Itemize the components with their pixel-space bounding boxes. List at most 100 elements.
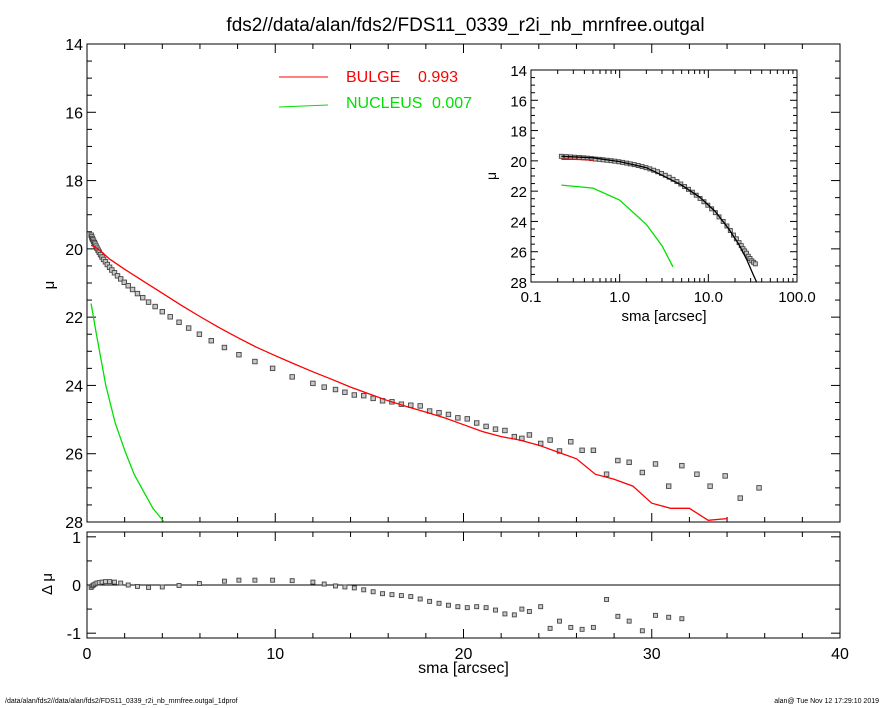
residual-point <box>146 584 152 590</box>
inset-y-tick-label: 22 <box>510 184 527 201</box>
inset-x-tick-label: 100.0 <box>778 289 816 306</box>
inset-y-tick-label: 16 <box>510 93 527 110</box>
observed-point <box>722 473 728 479</box>
inset-total-model-line <box>561 155 758 282</box>
inset-y-tick-label: 28 <box>510 275 527 292</box>
residual-y-tick-label: 0 <box>72 578 81 595</box>
observed-point <box>615 457 621 464</box>
residual-point <box>666 614 672 620</box>
inset-bulge-line <box>561 158 594 161</box>
inset-observed-point <box>752 261 758 267</box>
y-axis-label: μ <box>41 281 58 290</box>
observed-point <box>236 352 242 358</box>
bulge-line <box>90 244 728 521</box>
observed-point <box>167 314 173 320</box>
y-tick-label: 22 <box>65 310 83 327</box>
observed-point <box>208 338 214 344</box>
inset-y-tick-label: 20 <box>510 154 527 171</box>
residual-y-tick-label: -1 <box>67 626 81 643</box>
y-tick-label: 26 <box>65 447 83 464</box>
observed-point <box>455 415 461 421</box>
residual-point <box>289 578 295 584</box>
legend-value-bulge: 0.993 <box>418 69 458 86</box>
residual-point <box>526 609 532 614</box>
inset-panel: 14 16 18 20 22 24 26 280.1 1.0 10.0 100.0 sma [arcs… <box>483 63 816 325</box>
observed-point <box>639 469 646 476</box>
footer-file-path: /data/alan/fds2//data/alan/fds2/FDS11_03… <box>5 698 238 705</box>
residual-point <box>408 594 414 600</box>
residual-point <box>112 579 117 585</box>
residual-y-axis-label: Δ μ <box>39 573 56 595</box>
residual-point <box>118 580 124 586</box>
observed-point <box>679 462 685 469</box>
inset-x-axis-label: sma [arcsec] <box>621 308 706 325</box>
residual-point <box>474 604 480 610</box>
observed-point <box>152 303 158 310</box>
residual-point <box>590 624 596 630</box>
observed-point <box>221 344 228 351</box>
observed-point <box>310 380 316 387</box>
observed-point <box>417 403 423 409</box>
observed-point <box>445 411 452 418</box>
observed-point <box>125 283 131 289</box>
residual-point <box>135 583 140 589</box>
residual-point <box>483 605 489 611</box>
observed-point <box>579 447 585 453</box>
x-tick-label: 30 <box>643 646 661 663</box>
inset-x-tick-label: 10.0 <box>694 289 723 306</box>
inset-observed-point <box>712 210 718 216</box>
observed-point <box>707 483 713 489</box>
residual-point <box>547 625 553 631</box>
legend-line-nucleus <box>278 104 329 108</box>
residual-point <box>436 600 442 606</box>
residual-point <box>538 604 544 610</box>
observed-point <box>145 299 152 305</box>
x-axis-label: sma [arcsec] <box>418 660 509 677</box>
observed-point <box>370 395 376 402</box>
residual-point <box>639 628 645 634</box>
observed-point <box>117 276 124 282</box>
observed-point <box>176 319 182 325</box>
x-tick-label: 0 <box>83 646 92 663</box>
residual-point <box>445 602 451 608</box>
observed-point <box>342 389 348 395</box>
observed-point <box>134 290 141 297</box>
residual-point <box>455 604 461 610</box>
observed-point <box>737 495 743 501</box>
residual-point <box>679 616 685 622</box>
inset-y-tick-label: 18 <box>510 124 527 141</box>
footer-user-date: alan@ Tue Nov 12 17:29:10 2019 <box>774 698 879 705</box>
residual-point <box>626 618 632 624</box>
residual-point <box>380 591 386 597</box>
residual-point <box>310 579 316 585</box>
inset-y-tick-label: 24 <box>510 214 527 231</box>
observed-point <box>111 270 118 276</box>
residual-point <box>615 613 621 619</box>
nucleus-line <box>90 303 165 522</box>
residual-point <box>389 592 395 598</box>
observed-point <box>351 392 358 398</box>
observed-point <box>464 416 470 422</box>
observed-point <box>436 410 442 416</box>
residual-point <box>351 585 357 591</box>
y-tick-label: 28 <box>65 515 83 532</box>
y-tick-label: 24 <box>65 378 83 395</box>
observed-point <box>332 386 339 393</box>
legend-label-nucleus: NUCLEUS <box>346 95 422 112</box>
observed-point <box>492 426 499 432</box>
residual-point <box>252 577 258 583</box>
residual-point <box>568 624 574 630</box>
observed-point <box>114 273 121 279</box>
residual-point <box>398 593 404 599</box>
residual-point <box>464 605 470 611</box>
inset-x-tick-label: 0.1 <box>521 289 542 306</box>
residual-y-tick-label: 1 <box>72 530 81 547</box>
inset-y-tick-label: 14 <box>510 63 527 80</box>
residual-point <box>417 596 423 602</box>
residual-point <box>604 597 610 602</box>
residual-point <box>159 584 165 590</box>
residual-point <box>270 577 276 583</box>
observed-point <box>568 439 574 445</box>
x-tick-label: 10 <box>266 646 284 663</box>
main-panel: fds2//data/alan/fds2/FDS11_0339_r2i_nb_m… <box>41 15 841 532</box>
